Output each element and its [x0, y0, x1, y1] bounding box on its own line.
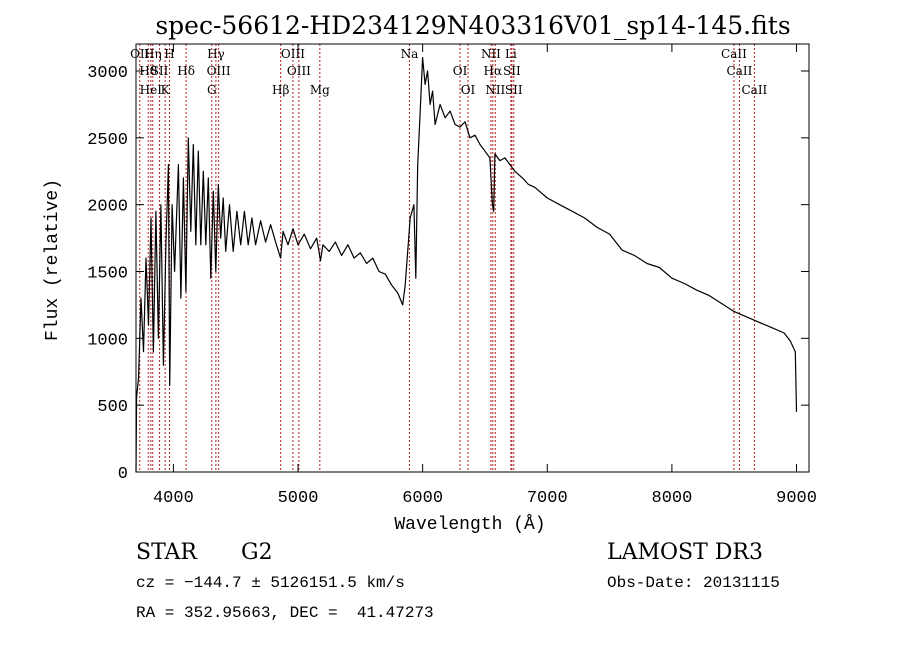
line-label: OII [130, 47, 150, 61]
plot-frame [135, 43, 810, 473]
x-axis-label: Wavelength (Å) [394, 514, 545, 535]
y-tick-label: 2000 [87, 198, 128, 217]
x-tick-label: 5000 [278, 489, 319, 508]
x-tick-label: 4000 [153, 489, 194, 508]
line-label: CaII [741, 83, 767, 97]
x-tick-label: 7000 [527, 489, 568, 508]
redshift-text: cz = −144.7 ± 5126151.5 km/s [136, 574, 405, 592]
line-label: NII [485, 83, 505, 97]
x-tick-label: 6000 [402, 489, 443, 508]
line-label: HeI [140, 83, 163, 97]
y-tick-label: 1000 [87, 331, 128, 350]
line-label: OIII [287, 64, 311, 78]
obs-date: Obs-Date: 20131115 [607, 574, 780, 592]
line-label: Hδ [177, 64, 195, 78]
line-label: OI [461, 83, 476, 97]
line-label: H [164, 47, 174, 61]
line-label: Na [401, 47, 419, 61]
line-label: G [207, 83, 217, 97]
y-tick-label: 1500 [87, 265, 128, 284]
y-tick-label: 500 [97, 398, 128, 417]
line-label: Hθ [139, 64, 157, 78]
line-label: Hβ [272, 83, 289, 97]
line-label: Li [505, 47, 517, 61]
line-label: Mg [310, 83, 330, 97]
line-label: Hγ [207, 47, 225, 61]
line-label: CaII [721, 47, 747, 61]
line-label: K [161, 83, 171, 97]
line-label: SII [151, 64, 169, 78]
survey-name: LAMOST DR3 [607, 540, 763, 565]
object-class: STAR [136, 540, 197, 565]
chart-title: spec-56612-HD234129N403316V01_sp14-145.f… [155, 11, 790, 40]
line-label: OI [453, 64, 468, 78]
line-label: SII [503, 64, 521, 78]
y-tick-label: 0 [118, 465, 128, 484]
y-tick-label: 3000 [87, 64, 128, 83]
object-subclass: G2 [241, 540, 273, 565]
spectrum-line [135, 57, 798, 473]
line-label: NII [481, 47, 501, 61]
y-axis-label: Flux (relative) [43, 179, 63, 341]
y-tick-label: 2500 [87, 131, 128, 150]
line-label: SII [505, 83, 523, 97]
line-label: CaII [727, 64, 753, 78]
line-label: Hα [484, 64, 503, 78]
line-label: OIII [207, 64, 231, 78]
coordinates: RA = 352.95663, DEC = 41.47273 [136, 604, 434, 622]
x-tick-label: 8000 [652, 489, 693, 508]
line-label: Hη [144, 47, 162, 61]
x-tick-label: 9000 [776, 489, 817, 508]
line-label: OIII [281, 47, 305, 61]
